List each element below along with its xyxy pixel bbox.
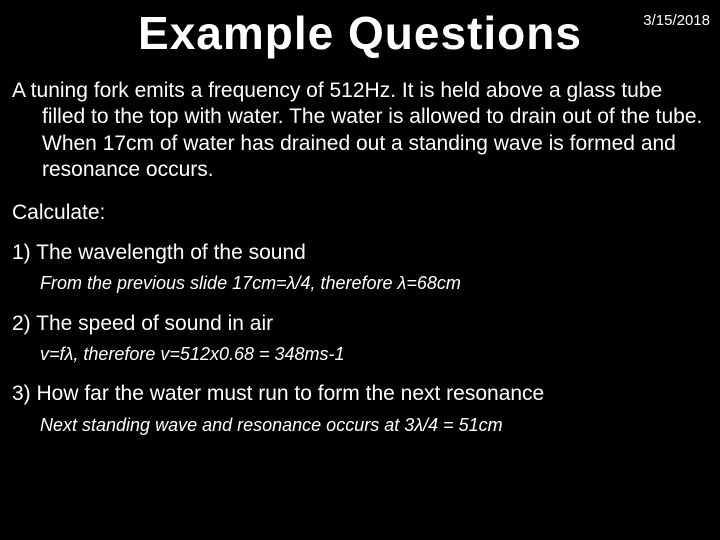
answer-1: From the previous slide 17cm=λ/4, theref… <box>12 272 710 295</box>
answer-3: Next standing wave and resonance occurs … <box>12 414 710 437</box>
slide-date: 3/15/2018 <box>643 12 710 29</box>
problem-paragraph: A tuning fork emits a frequency of 512Hz… <box>12 78 710 183</box>
question-block-3: 3) How far the water must run to form th… <box>12 380 710 437</box>
question-3: 3) How far the water must run to form th… <box>12 380 710 407</box>
calculate-label: Calculate: <box>12 201 710 225</box>
slide-title: Example Questions <box>0 6 720 60</box>
question-2: 2) The speed of sound in air <box>12 310 710 337</box>
question-block-2: 2) The speed of sound in air v=fλ, there… <box>12 310 710 367</box>
question-block-1: 1) The wavelength of the sound From the … <box>12 239 710 296</box>
answer-2: v=fλ, therefore v=512x0.68 = 348ms-1 <box>12 343 710 366</box>
slide-body: A tuning fork emits a frequency of 512Hz… <box>0 78 720 437</box>
question-1: 1) The wavelength of the sound <box>12 239 710 266</box>
